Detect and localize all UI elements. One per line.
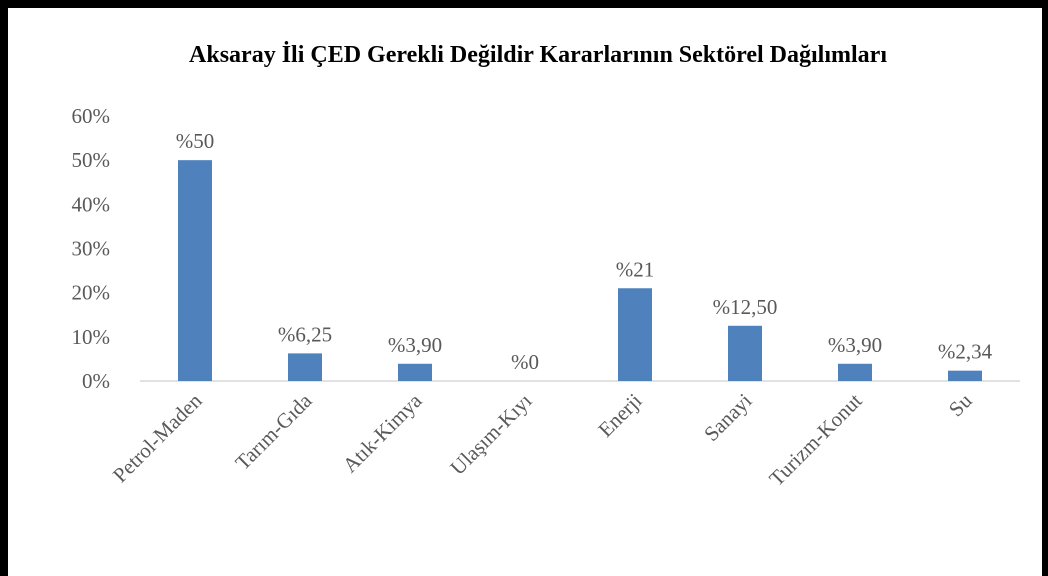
bar [618,288,652,381]
x-tick-label: Su [944,388,977,421]
data-label: %50 [176,129,215,153]
x-tick-label: Turizm-Konut [764,388,866,490]
y-tick-label: 40% [72,192,111,216]
data-label: %12,50 [713,295,778,319]
bar [178,160,212,381]
bar [288,353,322,381]
data-label: %2,34 [938,340,993,364]
chart-title: Aksaray İli ÇED Gerekli Değildir Kararla… [189,42,887,68]
data-label: %21 [616,257,655,281]
x-tick-label: Enerji [593,388,646,441]
bar [948,370,982,381]
y-tick-label: 20% [72,281,111,305]
bar [728,325,762,381]
y-tick-label: 10% [72,325,111,349]
data-label: %6,25 [278,322,332,346]
x-tick-label: Ulaşım-Kıyı [445,388,536,479]
bar [398,363,432,381]
data-label: %3,90 [388,333,442,357]
bar [838,363,872,381]
data-label: %3,90 [828,333,882,357]
y-tick-label: 50% [72,148,111,172]
x-tick-label: Atık-Kimya [338,388,427,477]
y-tick-label: 0% [82,369,110,393]
x-tick-label: Sanayi [699,388,757,446]
y-tick-label: 60% [72,104,111,128]
y-tick-label: 30% [72,237,111,261]
x-tick-label: Petrol-Maden [108,388,207,487]
x-tick-label: Tarım-Gıda [231,388,318,475]
data-label: %0 [511,350,539,374]
